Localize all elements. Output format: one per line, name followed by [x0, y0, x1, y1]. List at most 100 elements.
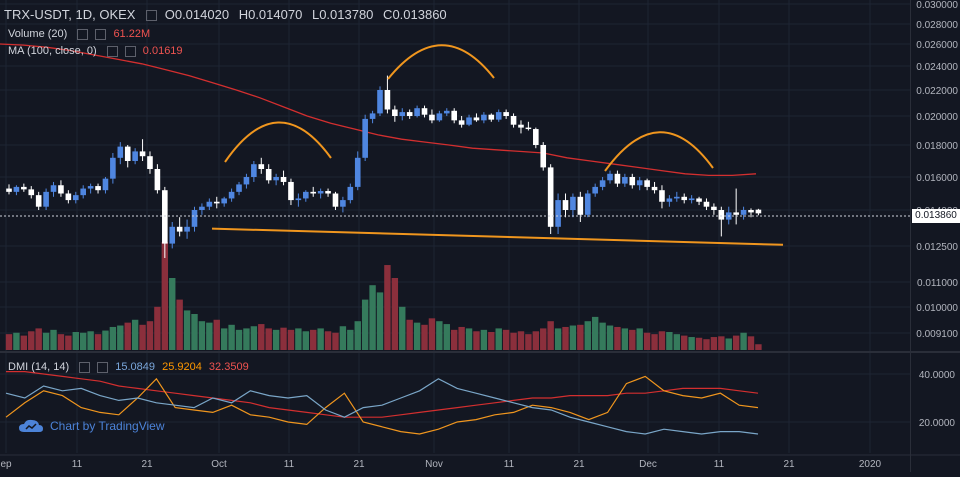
dmi-close-icon[interactable]: [97, 361, 109, 373]
ma-close-icon[interactable]: [124, 45, 136, 57]
candle-body: [139, 151, 146, 157]
candle-body: [748, 210, 754, 213]
volume-bar: [176, 299, 183, 350]
tradingview-branding[interactable]: Chart by TradingView: [18, 419, 165, 433]
volume-bar: [525, 334, 532, 350]
candle-body: [607, 173, 613, 181]
ma-label[interactable]: MA (100, close, 0): [8, 45, 97, 57]
price-tick-label: 0.018000: [916, 141, 958, 152]
candle-body: [540, 145, 547, 168]
ma-settings-icon[interactable]: [106, 45, 118, 57]
volume-bar: [220, 328, 228, 350]
close-label: C: [383, 7, 393, 22]
candle-body: [570, 196, 576, 210]
dmi-legend: DMI (14, 14) 15.0849 25.9204 32.3509: [8, 361, 253, 373]
candle-body: [303, 191, 309, 199]
volume-bar: [413, 322, 421, 350]
candle-body: [740, 210, 747, 215]
symbol-title[interactable]: TRX-USDT, 1D, OKEX: [4, 7, 136, 22]
volume-bar: [399, 306, 406, 350]
time-tick-label: 21: [141, 459, 153, 470]
candle-body: [21, 186, 27, 190]
volume-bar: [621, 328, 629, 350]
open-label: O: [164, 7, 175, 22]
volume-bar: [87, 331, 94, 350]
volume-bar: [295, 328, 302, 350]
volume-bar: [406, 319, 413, 350]
volume-bar: [161, 242, 169, 350]
volume-bar: [369, 285, 376, 350]
candle-body: [733, 212, 739, 215]
volume-bar: [243, 328, 250, 350]
candle-body: [666, 198, 673, 202]
volume-bar: [258, 324, 265, 350]
time-tick-label: Dec: [639, 459, 657, 470]
volume-bar: [154, 306, 161, 350]
time-tick-label: Nov: [425, 459, 443, 470]
volume-bar: [191, 314, 198, 350]
candle-body: [58, 185, 64, 194]
volume-bar: [102, 330, 109, 350]
candle-body: [436, 113, 443, 121]
candle-body: [251, 164, 257, 177]
volume-bar: [117, 325, 124, 350]
volume-bar: [436, 321, 443, 350]
volume-settings-icon[interactable]: [77, 28, 89, 40]
volume-bar: [109, 326, 117, 350]
volume-bar: [651, 334, 658, 350]
volume-bar: [480, 329, 488, 350]
volume-bar: [666, 332, 673, 350]
candle-body: [755, 209, 762, 214]
volume-bar: [421, 324, 428, 350]
volume-bar: [332, 332, 339, 350]
volume-bar: [606, 325, 614, 350]
time-tick-label: ep: [0, 459, 12, 470]
candle-body: [488, 114, 495, 120]
candle-body: [651, 186, 658, 191]
time-tick-label: 11: [714, 459, 725, 470]
volume-label[interactable]: Volume (20): [8, 28, 68, 40]
volume-bar: [614, 326, 621, 350]
candle-body: [696, 198, 702, 202]
candle-body: [154, 169, 161, 191]
grid-lines: [0, 0, 910, 453]
volume-bar: [458, 326, 465, 350]
candle-body: [80, 188, 86, 196]
candle-body: [13, 186, 20, 192]
settings-icon[interactable]: [146, 10, 158, 22]
candle-body: [162, 190, 168, 244]
candle-body: [510, 116, 517, 125]
candle-body: [206, 201, 213, 207]
open-value: 0.014020: [174, 7, 230, 22]
dmi-label[interactable]: DMI (14, 14): [8, 361, 70, 373]
volume-bar: [347, 329, 354, 350]
candle-body: [236, 184, 242, 192]
volume-bar: [265, 328, 272, 350]
volume-bar: [20, 335, 28, 350]
volume-bar: [35, 328, 42, 350]
price-tick-label: 0.012500: [916, 242, 958, 253]
symbol-legend: TRX-USDT, 1D, OKEX O0.014020 H0.014070 L…: [4, 7, 451, 22]
candle-body: [191, 210, 198, 227]
ma-legend: MA (100, close, 0) 0.01619: [8, 45, 187, 57]
volume-bar: [443, 324, 450, 350]
volume-bar: [287, 329, 295, 350]
candle-body: [72, 195, 79, 201]
candle-body: [562, 200, 569, 210]
volume-bar: [473, 331, 480, 350]
candle-body: [414, 108, 420, 116]
volume-bar: [725, 338, 732, 350]
volume-close-icon[interactable]: [95, 28, 107, 40]
candle-body: [451, 110, 457, 121]
dmi-settings-icon[interactable]: [79, 361, 91, 373]
volume-bar: [42, 332, 50, 350]
time-tick-label: 11: [72, 459, 83, 470]
price-tick-label: 0.022000: [916, 86, 958, 97]
volume-bar: [94, 334, 102, 350]
candle-body: [392, 109, 398, 116]
neckline: [211, 227, 784, 246]
high-value: 0.014070: [248, 7, 303, 22]
candle-body: [265, 169, 272, 181]
candle-body: [458, 120, 465, 125]
